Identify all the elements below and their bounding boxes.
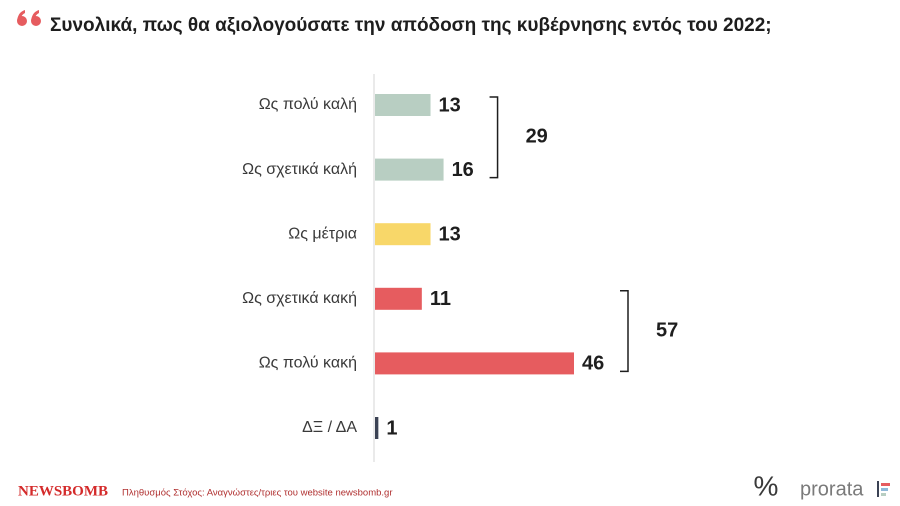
brand: NEWSBOMB [18,483,108,499]
value-label: 46 [582,353,604,375]
category-label: Ως πολύ καλή [259,96,357,113]
logo-symbol: % [754,470,779,501]
bracket [620,290,629,373]
quote-icon [17,10,41,26]
value-label: 11 [430,288,451,310]
bar [375,223,431,246]
category-label: Ως σχετικά καλή [242,161,357,178]
group-total: 57 [656,319,678,341]
group-total: 29 [526,126,548,148]
bar [375,417,379,439]
value-label: 16 [452,159,474,181]
source: Πληθυσμός Στόχος: Αναγνώστες/τριες του w… [122,488,393,499]
value-label: 13 [439,223,461,245]
value-label: 1 [386,417,397,439]
bar [375,352,574,375]
logo-icon [877,481,890,497]
logo: prorata [800,478,864,500]
category-label: ΔΞ / ΔΑ [302,419,357,436]
bar [375,158,444,181]
category-label: Ως πολύ κακή [259,355,357,372]
chart-title: Συνολικά, πως θα αξιολογούσατε την απόδο… [50,15,772,36]
category-label: Ως σχετικά κακή [242,290,357,307]
value-label: 13 [439,94,461,116]
category-label: Ως μέτρια [288,225,357,242]
bracket [489,96,499,179]
bar [375,94,431,116]
bar [375,287,422,310]
